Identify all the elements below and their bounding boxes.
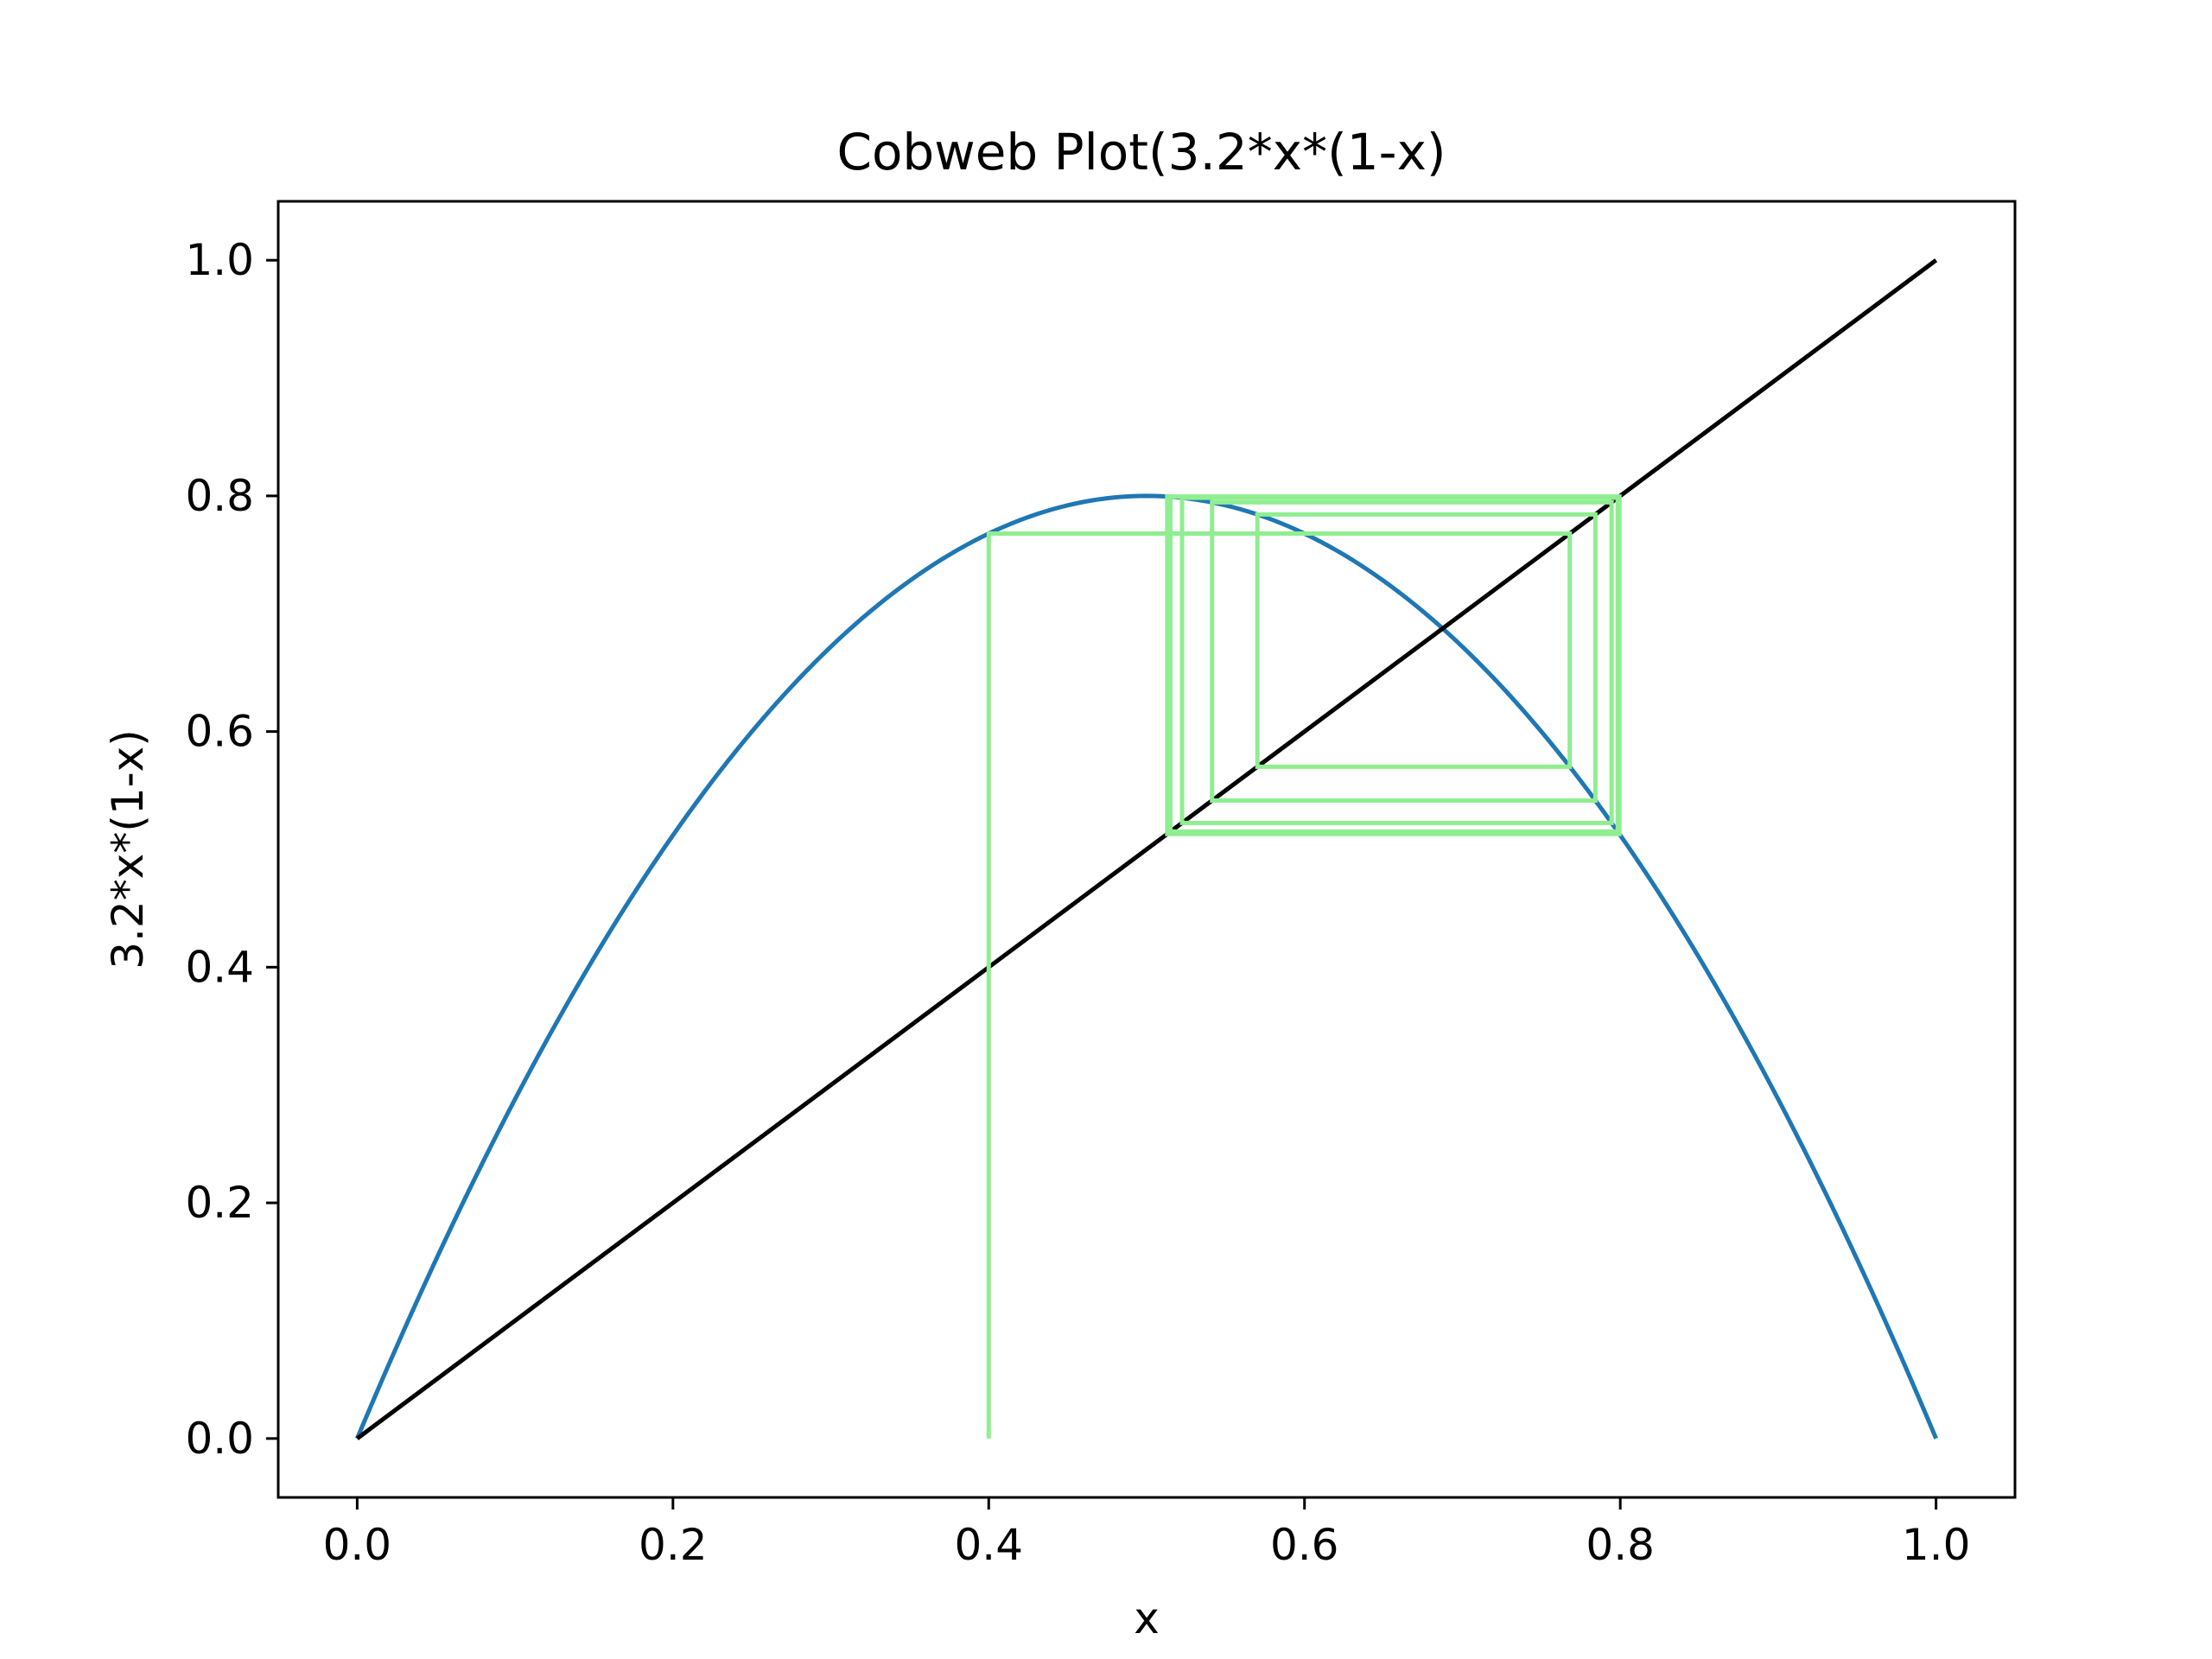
y-tick-label: 0.4	[185, 942, 254, 992]
logistic-curve	[355, 493, 1938, 1440]
y-tick-label: 0.0	[185, 1414, 254, 1464]
x-tick-label: 1.0	[1902, 1520, 1971, 1570]
y-axis-label: 3.2*x*(1-x)	[103, 729, 153, 969]
x-tick-label: 0.6	[1270, 1520, 1339, 1570]
x-tick-label: 0.4	[955, 1520, 1024, 1570]
cobweb-path	[986, 494, 1622, 1439]
x-tick-label: 0.0	[323, 1520, 392, 1570]
x-tick-label: 0.8	[1586, 1520, 1655, 1570]
x-axis-label: x	[1134, 1593, 1160, 1643]
y-tick-label: 1.0	[185, 235, 254, 285]
axes-frame	[276, 200, 2017, 1499]
x-tick-label: 0.2	[639, 1520, 708, 1570]
identity-line	[355, 258, 1938, 1440]
y-tick-label: 0.6	[185, 707, 254, 757]
y-tick-label: 0.8	[185, 471, 254, 521]
plot-area	[355, 258, 1938, 1440]
axis-ticks: 0.0 0.2 0.4 0.6 0.8 1.0 0.0 0.2 0.4 0.6 0.8 1.0	[185, 235, 1970, 1570]
y-tick-label: 0.2	[185, 1178, 254, 1228]
chart-title: Cobweb Plot(3.2*x*(1-x)	[836, 123, 1446, 181]
